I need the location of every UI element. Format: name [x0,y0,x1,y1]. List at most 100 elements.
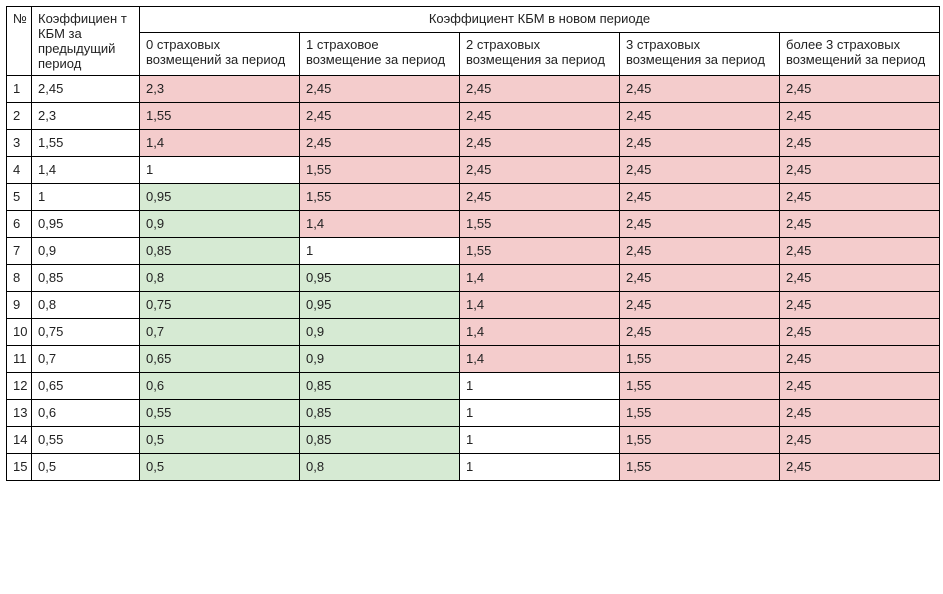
table-row: 90,80,750,951,42,452,45 [7,292,940,319]
cell-prev: 0,65 [32,373,140,400]
table-row: 31,551,42,452,452,452,45 [7,130,940,157]
cell-value: 0,9 [140,211,300,238]
cell-num: 7 [7,238,32,265]
subheader-row: 0 страховых возмещений за период1 страхо… [7,33,940,76]
cell-value: 0,9 [300,346,460,373]
table-row: 120,650,60,8511,552,45 [7,373,940,400]
cell-prev: 0,5 [32,454,140,481]
cell-prev: 2,45 [32,76,140,103]
cell-value: 2,45 [780,76,940,103]
cell-num: 6 [7,211,32,238]
cell-value: 2,45 [780,373,940,400]
cell-value: 2,45 [780,265,940,292]
cell-num: 4 [7,157,32,184]
table-row: 130,60,550,8511,552,45 [7,400,940,427]
cell-value: 1,55 [460,238,620,265]
cell-value: 0,5 [140,454,300,481]
cell-prev: 1,55 [32,130,140,157]
cell-value: 0,75 [140,292,300,319]
cell-value: 2,45 [780,454,940,481]
cell-value: 2,45 [300,103,460,130]
table-row: 12,452,32,452,452,452,45 [7,76,940,103]
cell-value: 1,55 [460,211,620,238]
cell-value: 2,45 [620,211,780,238]
cell-value: 1 [300,238,460,265]
cell-value: 2,45 [780,157,940,184]
table-header: № Коэффициен т КБМ за предыдущий период … [7,7,940,76]
table-row: 22,31,552,452,452,452,45 [7,103,940,130]
cell-value: 2,45 [620,319,780,346]
cell-value: 1,4 [460,292,620,319]
table-row: 150,50,50,811,552,45 [7,454,940,481]
cell-num: 2 [7,103,32,130]
cell-value: 1,55 [620,400,780,427]
cell-prev: 1,4 [32,157,140,184]
cell-value: 1,4 [460,265,620,292]
header-col-4: более 3 страховых возмещений за период [780,33,940,76]
cell-value: 0,55 [140,400,300,427]
cell-value: 1,55 [620,346,780,373]
table-row: 41,411,552,452,452,45 [7,157,940,184]
cell-num: 5 [7,184,32,211]
cell-num: 14 [7,427,32,454]
table-row: 70,90,8511,552,452,45 [7,238,940,265]
table-body: 12,452,32,452,452,452,4522,31,552,452,45… [7,76,940,481]
cell-value: 1 [460,427,620,454]
cell-value: 2,45 [780,292,940,319]
cell-value: 1,4 [460,319,620,346]
header-col-1: 1 страховое возмещение за период [300,33,460,76]
cell-value: 0,95 [300,265,460,292]
cell-value: 2,45 [620,76,780,103]
cell-value: 2,45 [300,130,460,157]
cell-value: 1,55 [300,157,460,184]
cell-num: 10 [7,319,32,346]
cell-value: 1 [140,157,300,184]
cell-prev: 0,75 [32,319,140,346]
cell-value: 2,45 [620,238,780,265]
cell-value: 2,3 [140,76,300,103]
cell-num: 15 [7,454,32,481]
cell-value: 2,45 [780,346,940,373]
cell-value: 1,55 [620,373,780,400]
cell-value: 2,45 [460,184,620,211]
cell-value: 2,45 [460,157,620,184]
table-row: 80,850,80,951,42,452,45 [7,265,940,292]
cell-value: 1 [460,400,620,427]
cell-value: 1,4 [460,346,620,373]
header-col-0: 0 страховых возмещений за период [140,33,300,76]
cell-prev: 0,95 [32,211,140,238]
cell-value: 0,6 [140,373,300,400]
table-row: 140,550,50,8511,552,45 [7,427,940,454]
cell-prev: 2,3 [32,103,140,130]
cell-value: 2,45 [780,400,940,427]
cell-value: 0,85 [300,400,460,427]
cell-num: 8 [7,265,32,292]
cell-value: 1,55 [300,184,460,211]
cell-value: 2,45 [620,184,780,211]
cell-value: 1,4 [140,130,300,157]
table-row: 100,750,70,91,42,452,45 [7,319,940,346]
cell-value: 2,45 [460,103,620,130]
cell-value: 2,45 [620,292,780,319]
cell-prev: 0,7 [32,346,140,373]
cell-prev: 0,8 [32,292,140,319]
cell-value: 1,55 [620,427,780,454]
cell-value: 0,9 [300,319,460,346]
cell-num: 11 [7,346,32,373]
cell-value: 2,45 [780,238,940,265]
cell-value: 0,85 [300,427,460,454]
cell-value: 1,55 [140,103,300,130]
cell-prev: 0,6 [32,400,140,427]
cell-value: 2,45 [620,130,780,157]
header-prev: Коэффициен т КБМ за предыдущий период [32,7,140,76]
table-row: 110,70,650,91,41,552,45 [7,346,940,373]
cell-value: 2,45 [780,184,940,211]
cell-value: 1 [460,454,620,481]
cell-value: 1,55 [620,454,780,481]
cell-num: 12 [7,373,32,400]
cell-value: 0,8 [300,454,460,481]
cell-value: 2,45 [460,76,620,103]
cell-value: 2,45 [780,130,940,157]
cell-value: 2,45 [780,427,940,454]
cell-prev: 0,55 [32,427,140,454]
